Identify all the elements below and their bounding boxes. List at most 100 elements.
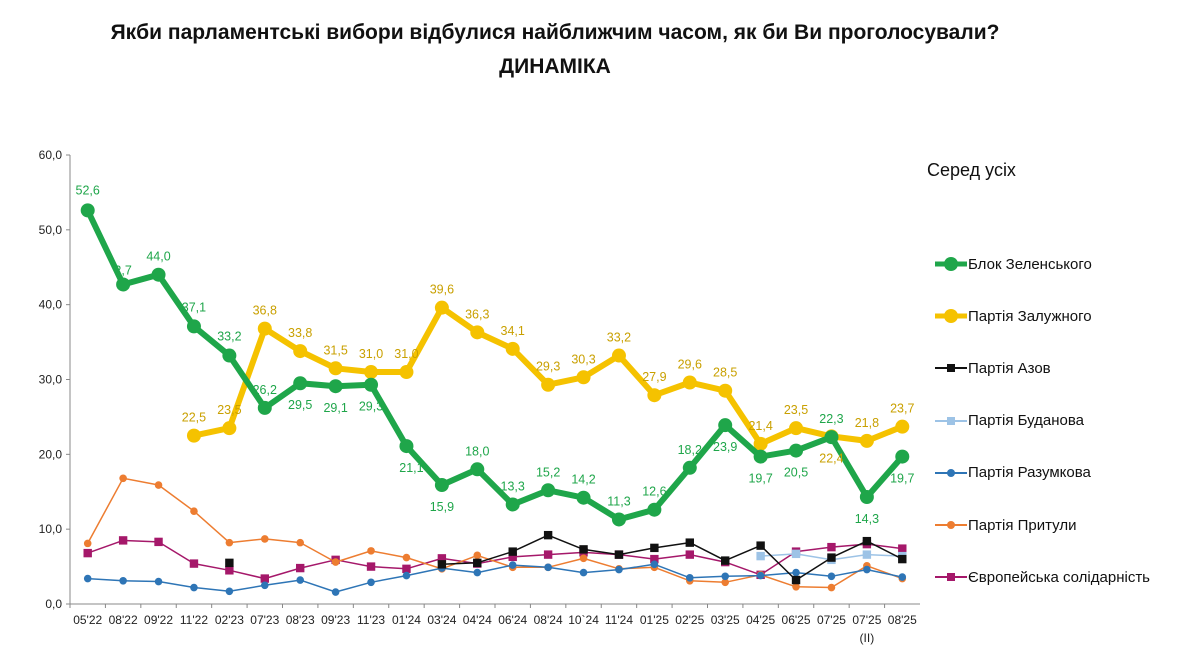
zaluzhny-data-label: 31,0 bbox=[359, 347, 383, 361]
zaluzhny-data-label: 22,5 bbox=[182, 411, 206, 425]
series-1-point bbox=[186, 428, 201, 443]
x-tick-label: 02'23 bbox=[215, 613, 244, 627]
series-1-point bbox=[859, 433, 874, 448]
series-4-point bbox=[650, 560, 659, 569]
zelensky-data-label: 29,5 bbox=[288, 398, 312, 412]
series-0-point bbox=[647, 502, 662, 517]
chart-title-line1: Якби парламентські вибори відбулися найб… bbox=[110, 21, 1000, 44]
series-4-point bbox=[721, 572, 730, 581]
chart-title: Якби парламентські вибори відбулися найб… bbox=[0, 18, 1110, 82]
series-1-point bbox=[328, 361, 343, 376]
series-2-point bbox=[650, 543, 659, 553]
zaluzhny-data-label: 21,8 bbox=[855, 416, 879, 430]
series-2-point bbox=[579, 545, 588, 554]
series-0-point bbox=[576, 490, 591, 505]
series-0-point bbox=[222, 348, 237, 363]
zaluzhny-data-label: 23,5 bbox=[784, 403, 808, 417]
legend-label: Партія Азов bbox=[968, 359, 1051, 377]
series-1-point bbox=[434, 300, 449, 315]
x-tick-label: 10`24 bbox=[568, 613, 599, 627]
zelensky-data-label: 11,3 bbox=[607, 494, 630, 508]
zaluzhny-data-label: 27,9 bbox=[642, 370, 666, 384]
series-1-point bbox=[257, 321, 272, 336]
zelensky-data-label: 23,9 bbox=[713, 440, 737, 454]
series-5-point bbox=[473, 551, 482, 560]
x-tick-label: 09'23 bbox=[321, 613, 350, 627]
series-1-point bbox=[647, 388, 662, 403]
series-0-point bbox=[116, 277, 131, 292]
series-5-line bbox=[86, 477, 904, 589]
series-4-point bbox=[402, 571, 411, 580]
series-4-point bbox=[225, 587, 234, 596]
legend-marker bbox=[947, 468, 955, 477]
x-tick-label: 08'23 bbox=[286, 613, 315, 627]
series-5-point bbox=[190, 507, 198, 516]
series-6-point bbox=[898, 544, 907, 553]
series-0-point bbox=[186, 319, 201, 334]
series-1-point bbox=[895, 419, 910, 434]
series-4-point bbox=[615, 565, 623, 574]
zaluzhny-data-label: 23,7 bbox=[890, 402, 914, 416]
series-0-point bbox=[789, 443, 804, 458]
series-2-point bbox=[862, 536, 872, 546]
series-1-point bbox=[753, 436, 768, 451]
x-tick-label: 07'25 bbox=[817, 613, 846, 627]
zaluzhny-data-label: 22,4 bbox=[819, 451, 843, 465]
series-2-point bbox=[721, 556, 730, 565]
y-tick-label: 60,0 bbox=[39, 148, 63, 162]
series-3-point bbox=[756, 551, 765, 561]
series-2-point bbox=[508, 547, 517, 556]
series-4-point bbox=[367, 578, 375, 587]
series-4-point bbox=[827, 572, 836, 581]
series-6-point bbox=[189, 559, 199, 568]
series-5-point bbox=[260, 535, 269, 543]
series-4-point bbox=[154, 577, 163, 586]
zelensky-data-label: 15,2 bbox=[536, 465, 560, 479]
series-4-point bbox=[119, 577, 127, 585]
series-4-point bbox=[331, 588, 340, 596]
series-6-point bbox=[366, 562, 376, 571]
legend-label: Партія Буданова bbox=[968, 412, 1085, 430]
legend-marker bbox=[944, 309, 958, 324]
series-3-point bbox=[862, 550, 872, 559]
x-tick-label: 04'25 bbox=[746, 613, 775, 627]
zaluzhny-data-label: 30,3 bbox=[571, 352, 595, 366]
series-5-point bbox=[579, 554, 588, 563]
x-tick-label: 03'24 bbox=[427, 613, 456, 627]
zaluzhny-data-label: 33,8 bbox=[288, 326, 312, 340]
series-0-point bbox=[293, 376, 308, 391]
zaluzhny-data-label: 39,6 bbox=[430, 283, 454, 297]
zelensky-data-label: 29,3 bbox=[359, 400, 383, 414]
zelensky-data-label: 22,3 bbox=[819, 412, 843, 426]
series-0-point bbox=[541, 483, 556, 498]
series-2-point bbox=[543, 530, 553, 540]
series-4-point bbox=[260, 581, 269, 590]
legend-label: Партія Притули bbox=[968, 516, 1077, 534]
zelensky-data-label: 21,1 bbox=[399, 461, 423, 475]
legend-item: Партія Разумкова bbox=[934, 447, 1150, 499]
x-tick-label: 08'22 bbox=[109, 613, 138, 627]
series-0-point bbox=[718, 418, 733, 433]
series-0-point bbox=[859, 489, 874, 504]
series-0-point bbox=[328, 379, 343, 394]
chart-title-line2: ДИНАМІКА bbox=[499, 55, 611, 78]
x-tick-label: 06'24 bbox=[498, 613, 527, 627]
series-2-point bbox=[225, 558, 234, 568]
chart-legend: Блок Зеленського Партія Залужного Партія А… bbox=[934, 238, 1150, 603]
zelensky-data-label: 18,2 bbox=[678, 443, 702, 457]
series-6-point bbox=[437, 554, 447, 563]
series-5-point bbox=[402, 553, 411, 562]
zelensky-data-label: 14,2 bbox=[571, 473, 595, 487]
series-5-point bbox=[154, 481, 163, 489]
series-4-point bbox=[296, 576, 305, 584]
series-5-point bbox=[83, 539, 92, 548]
series-1-point bbox=[470, 325, 485, 340]
legend-label: Партія Разумкова bbox=[968, 464, 1091, 482]
zelensky-data-label: 26,2 bbox=[253, 383, 277, 397]
series-4-point bbox=[756, 571, 765, 580]
series-5-point bbox=[296, 538, 305, 547]
x-tick-label: 07'23 bbox=[250, 613, 279, 627]
series-0-point bbox=[895, 449, 910, 464]
series-5-point bbox=[331, 558, 340, 566]
series-2-point bbox=[437, 560, 447, 569]
